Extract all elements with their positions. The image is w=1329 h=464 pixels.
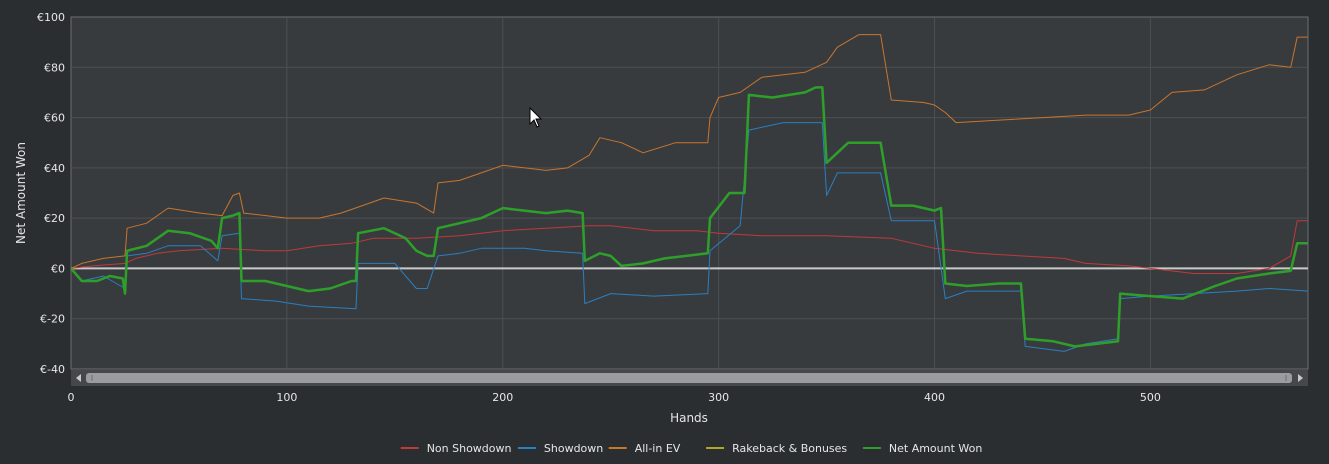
y-tick-label: €80 [44,61,65,74]
y-tick-label: €20 [44,212,65,225]
y-axis-tick-labels: €-40 €-20 €0 €20 €40 €60 €80 €100 [37,11,65,376]
scrollbar-thumb[interactable] [86,373,1292,383]
legend-label: Showdown [544,442,603,455]
x-tick-label: 0 [68,391,75,404]
x-tick-label: 300 [708,391,729,404]
legend: Non Showdown Showdown All-in EV Rakeback & … [400,442,982,455]
x-tick-label: 500 [1140,391,1161,404]
series-line-showdown [70,122,1309,352]
x-axis-title: Hands [670,411,708,425]
x-tick-label: 400 [924,391,945,404]
series-line-all-in-ev [70,34,1308,269]
x-tick-label: 100 [276,391,297,404]
y-tick-label: €60 [44,112,65,125]
legend-item-showdown: Showdown [517,442,603,455]
legend-label: Rakeback & Bonuses [732,442,847,455]
series-lines [70,34,1309,352]
legend-label: Net Amount Won [889,442,982,455]
y-tick-label: €-20 [40,313,65,326]
legend-label: All-in EV [635,442,681,455]
legend-label: Non Showdown [427,442,512,455]
series-line-non-showdown [70,220,1308,274]
x-axis-tick-labels: 0 100 200 300 400 500 [68,391,1161,404]
horizontal-scrollbar[interactable] [71,370,1308,386]
x-tick-label: 200 [492,391,513,404]
y-tick-label: €0 [51,262,65,275]
legend-item-rakeback-bonuses: Rakeback & Bonuses [706,442,847,455]
plot-area [70,16,1309,370]
legend-item-non-showdown: Non Showdown [400,442,512,455]
legend-item-all-in-ev: All-in EV [608,442,681,455]
scroll-right-arrow-icon[interactable] [1298,374,1303,382]
mouse-cursor-icon [529,106,543,128]
series-line-net-amount-won [70,86,1308,348]
y-axis-title: Net Amount Won [14,142,28,244]
y-tick-label: €-40 [40,363,65,376]
legend-item-net-amount-won: Net Amount Won [862,442,982,455]
y-tick-label: €40 [44,162,65,175]
scroll-left-arrow-icon[interactable] [76,374,81,382]
y-tick-label: €100 [37,11,65,24]
